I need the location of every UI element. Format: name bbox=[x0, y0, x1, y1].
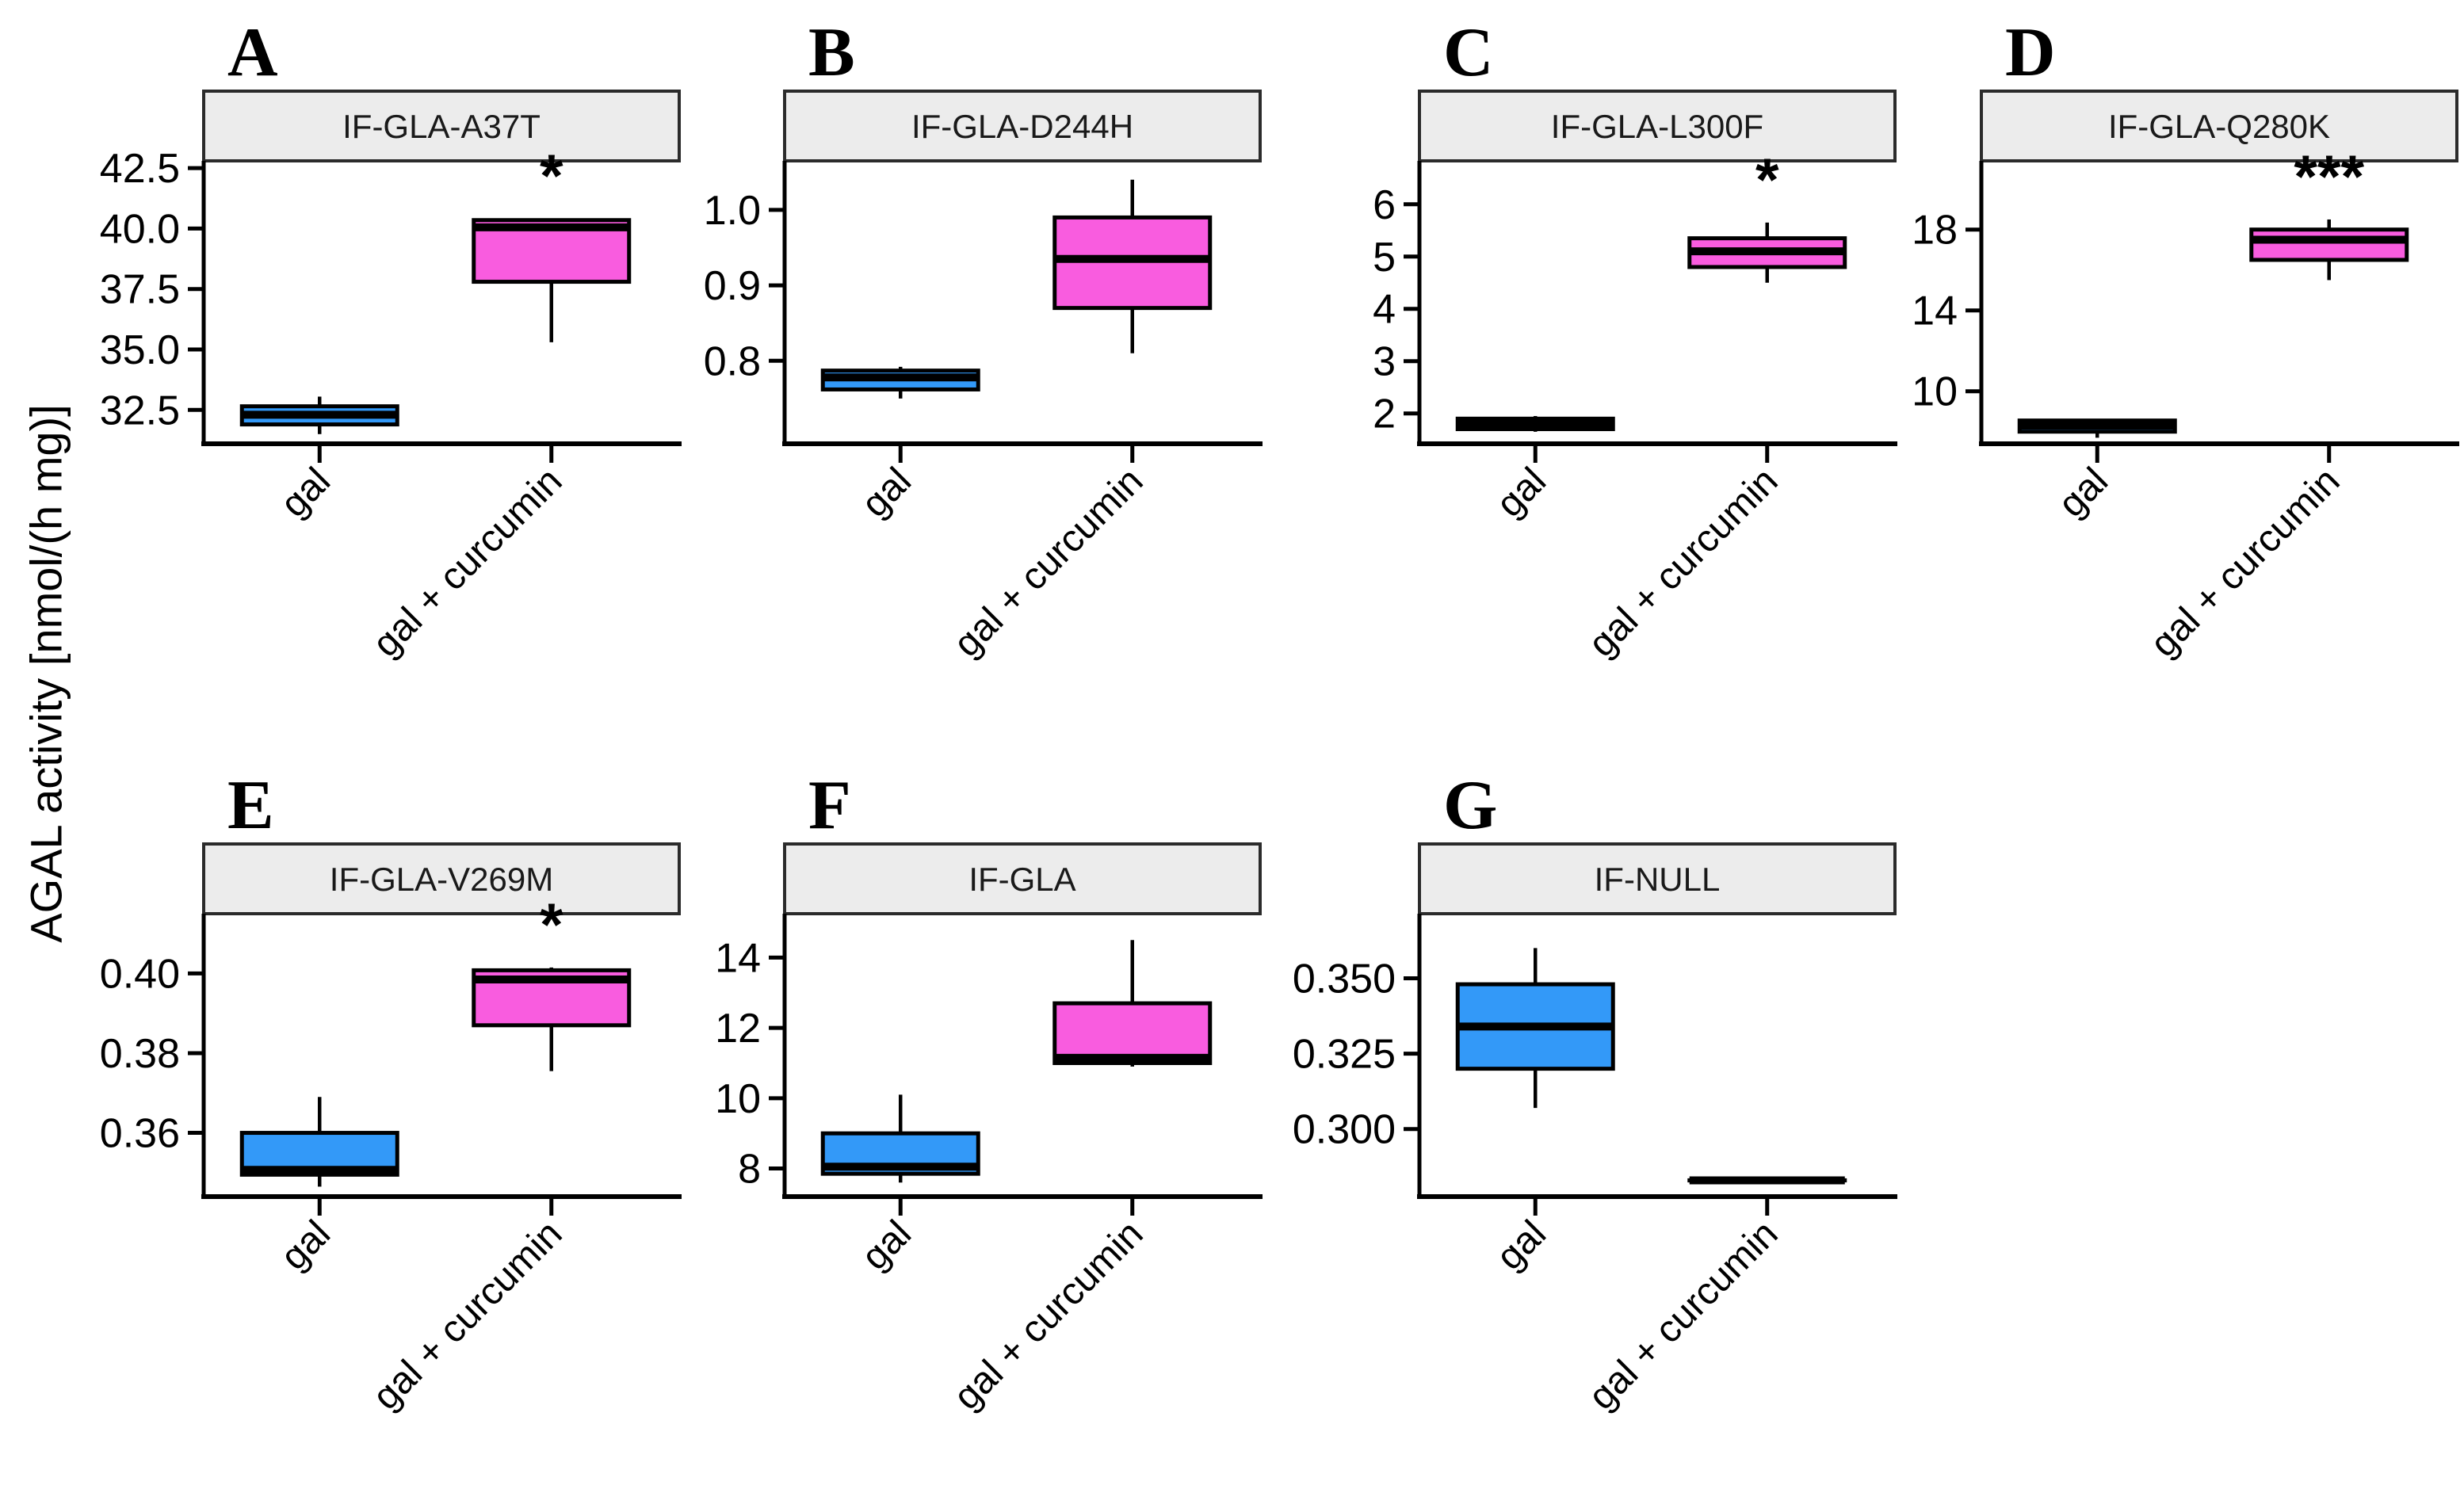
panel-E: E IF-GLA-V269M 0.40 0.38 0.36 gal gal + curcum… bbox=[100, 767, 682, 1418]
y-tick-label: 10 bbox=[1912, 369, 1958, 415]
facet-label: IF-GLA-Q280K bbox=[2108, 108, 2330, 145]
facet-header bbox=[1418, 90, 1897, 162]
panel-letter: A bbox=[227, 14, 278, 91]
y-tick-label: 32.5 bbox=[100, 388, 180, 433]
facet-header bbox=[202, 90, 681, 162]
y-tick-label: 2 bbox=[1373, 391, 1396, 437]
panel-D: D IF-GLA-Q280K 18 14 10 gal gal + curcumin *** bbox=[1912, 14, 2459, 665]
panel-letter: E bbox=[227, 767, 274, 844]
facet-header bbox=[783, 90, 1262, 162]
panel-letter: D bbox=[2005, 14, 2056, 91]
y-tick-label: 0.350 bbox=[1293, 956, 1396, 1002]
panel-letter: B bbox=[808, 14, 855, 91]
y-tick-label: 12 bbox=[715, 1006, 761, 1052]
facet-label: IF-NULL bbox=[1595, 861, 1721, 898]
panel-B: B IF-GLA-D244H 1.0 0.9 0.8 gal gal + curcumin bbox=[704, 14, 1263, 665]
y-tick-label: 0.40 bbox=[100, 951, 180, 997]
significance-stars: *** bbox=[2294, 143, 2364, 211]
facet-label: IF-GLA-V269M bbox=[330, 861, 553, 898]
y-tick-label: 0.9 bbox=[704, 263, 761, 309]
x-category-label: gal + curcumin bbox=[945, 460, 1151, 665]
y-tick-label: 40.0 bbox=[100, 206, 180, 252]
y-tick-label: 14 bbox=[1912, 288, 1958, 334]
significance-stars: * bbox=[540, 143, 563, 210]
panel-G: G IF-NULL 0.350 0.325 0.300 gal gal + curcumin bbox=[1293, 767, 1897, 1418]
y-tick-label: 14 bbox=[715, 935, 761, 981]
y-tick-label: 42.5 bbox=[100, 146, 180, 192]
panel-C: C IF-GLA-L300F 6 5 4 3 2 gal gal + curcumin * bbox=[1373, 14, 1897, 665]
significance-stars: * bbox=[540, 892, 563, 959]
significance-stars: * bbox=[1755, 147, 1779, 214]
facet-label: IF-GLA-L300F bbox=[1551, 108, 1763, 145]
facet-header bbox=[1980, 90, 2458, 162]
panel-letter: C bbox=[1443, 14, 1494, 91]
x-category-label: gal + curcumin bbox=[2142, 460, 2347, 665]
y-tick-label: 35.0 bbox=[100, 327, 180, 373]
y-tick-label: 3 bbox=[1373, 339, 1396, 385]
y-tick-label: 0.38 bbox=[100, 1031, 180, 1077]
box-curcumin bbox=[1052, 1001, 1213, 1065]
x-category-label: gal bbox=[2050, 460, 2116, 525]
box-curcumin bbox=[2249, 227, 2409, 262]
x-category-label: gal + curcumin bbox=[365, 1212, 570, 1418]
x-category-label: gal bbox=[273, 460, 338, 525]
y-tick-label: 1.0 bbox=[704, 188, 761, 234]
facet-label: IF-GLA-D244H bbox=[911, 108, 1133, 145]
facet-label: IF-GLA-A37T bbox=[342, 108, 541, 145]
panel-A: A IF-GLA-A37T 42.5 40.0 37.5 35.0 32.5 gal gal +… bbox=[100, 14, 682, 665]
y-tick-label: 0.8 bbox=[704, 338, 761, 384]
x-category-label: gal bbox=[1488, 1212, 1554, 1278]
y-tick-label: 6 bbox=[1373, 182, 1396, 228]
panel-letter: F bbox=[808, 767, 851, 844]
x-category-label: gal + curcumin bbox=[365, 460, 570, 665]
x-category-label: gal + curcumin bbox=[1580, 1212, 1786, 1418]
facet-header bbox=[783, 842, 1262, 915]
y-tick-label: 5 bbox=[1373, 235, 1396, 281]
x-category-label: gal bbox=[1488, 460, 1554, 525]
facet-header bbox=[202, 842, 681, 915]
panel-letter: G bbox=[1443, 767, 1497, 844]
x-category-label: gal bbox=[854, 1212, 919, 1278]
x-category-label: gal + curcumin bbox=[1580, 460, 1786, 665]
y-tick-label: 0.325 bbox=[1293, 1032, 1396, 1078]
x-category-label: gal bbox=[273, 1212, 338, 1278]
y-tick-label: 10 bbox=[715, 1076, 761, 1122]
facet-label: IF-GLA bbox=[968, 861, 1075, 898]
y-tick-label: 18 bbox=[1912, 208, 1958, 254]
y-tick-label: 8 bbox=[738, 1147, 761, 1193]
facet-header bbox=[1418, 842, 1897, 915]
x-category-label: gal + curcumin bbox=[945, 1212, 1151, 1418]
x-category-label: gal bbox=[854, 460, 919, 525]
y-tick-label: 0.36 bbox=[100, 1111, 180, 1157]
y-tick-label: 4 bbox=[1373, 287, 1396, 333]
panel-F: F IF-GLA 14 12 10 8 gal gal + curcumin bbox=[715, 767, 1263, 1418]
y-tick-label: 37.5 bbox=[100, 267, 180, 313]
y-tick-label: 0.300 bbox=[1293, 1107, 1396, 1153]
